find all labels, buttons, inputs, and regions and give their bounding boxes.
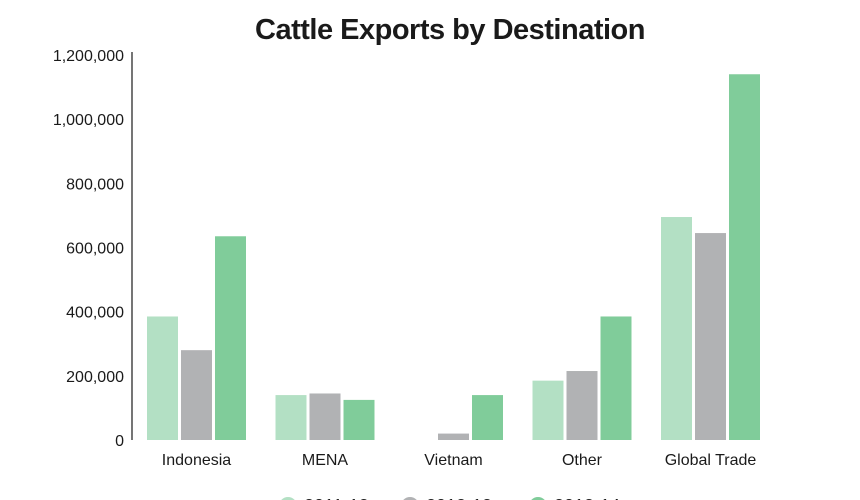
bar (532, 380, 564, 440)
y-tick-label: 1,200,000 (53, 48, 124, 65)
legend-swatch (281, 497, 295, 500)
y-tick-label: 0 (115, 433, 124, 450)
legend-label: 2012-13 (426, 496, 492, 500)
chart-title: Cattle Exports by Destination (255, 14, 645, 46)
x-category-label: Indonesia (162, 452, 231, 469)
bar (438, 433, 469, 440)
bar (566, 371, 598, 440)
bar (472, 395, 503, 440)
bar (181, 350, 212, 440)
bar (600, 316, 632, 440)
bar (661, 217, 692, 440)
bar (215, 236, 246, 440)
legend-label: 2011-12 (304, 496, 369, 500)
y-tick-label: 200,000 (66, 369, 124, 386)
bar (275, 395, 307, 440)
legend-label: 2013-14 (554, 496, 620, 500)
x-category-label: MENA (302, 452, 349, 469)
legend-swatch (403, 497, 417, 500)
y-tick-label: 1,000,000 (53, 112, 124, 129)
bar (309, 393, 341, 440)
bar (147, 316, 178, 440)
x-category-label: Other (562, 452, 603, 469)
y-tick-label: 600,000 (66, 241, 124, 258)
bar (343, 399, 375, 440)
y-tick-label: 800,000 (66, 176, 124, 193)
legend-swatch (531, 497, 545, 500)
bar (695, 233, 726, 440)
bar (729, 74, 760, 440)
x-category-label: Global Trade (665, 452, 757, 469)
y-tick-label: 400,000 (66, 305, 124, 322)
x-category-label: Vietnam (424, 452, 482, 469)
